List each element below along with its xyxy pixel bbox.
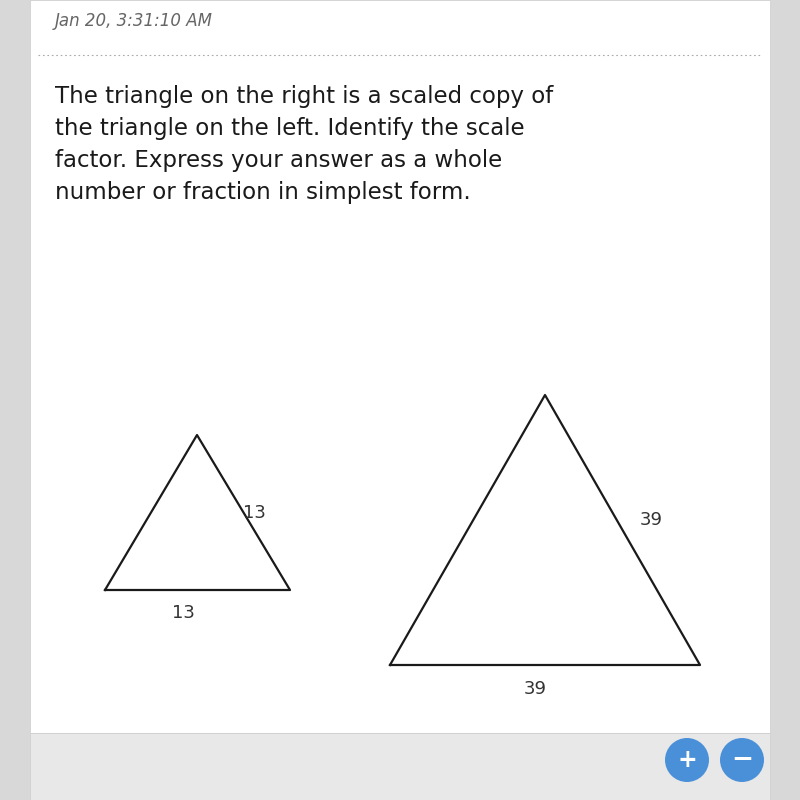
- Text: −: −: [731, 747, 753, 773]
- Text: Jan 20, 3:31:10 AM: Jan 20, 3:31:10 AM: [55, 12, 213, 30]
- Text: 13: 13: [243, 504, 266, 522]
- Text: 13: 13: [171, 604, 194, 622]
- Text: 39: 39: [640, 511, 663, 529]
- Text: +: +: [677, 748, 697, 772]
- Text: 39: 39: [523, 680, 546, 698]
- Text: The triangle on the right is a scaled copy of
the triangle on the left. Identify: The triangle on the right is a scaled co…: [55, 85, 554, 204]
